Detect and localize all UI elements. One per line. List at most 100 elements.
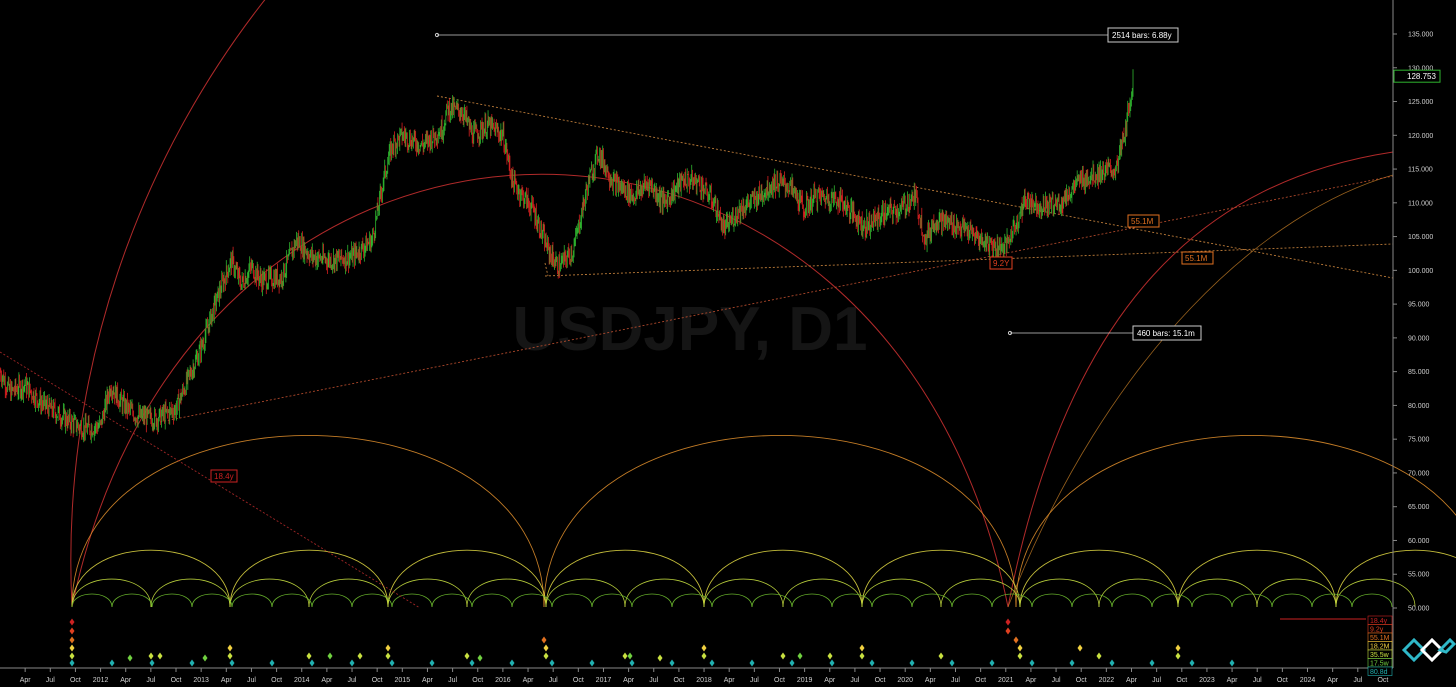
time-tick-label: Jul xyxy=(549,677,558,684)
trendline-long xyxy=(159,175,1394,423)
time-tick-label: Oct xyxy=(774,677,785,684)
cycle-diamond xyxy=(789,659,795,667)
arc-17w xyxy=(991,593,1033,608)
price-tick-label: 50.000 xyxy=(1408,606,1430,613)
cycle-diamond xyxy=(869,659,875,667)
cycle-diamond xyxy=(189,659,195,667)
label-55m-lower: 55.1M xyxy=(1185,254,1208,263)
arc-18y xyxy=(70,0,266,608)
arc-17w xyxy=(631,593,673,608)
arc-18m xyxy=(1335,549,1456,608)
price-tick-label: 65.000 xyxy=(1408,504,1430,511)
cycle-diamond xyxy=(859,652,865,660)
time-tick-label: Oct xyxy=(1076,677,1087,684)
time-tick-label: Apr xyxy=(422,677,434,684)
time-tick-label: Apr xyxy=(1327,677,1339,684)
time-tick-label: Apr xyxy=(724,677,736,684)
arc-35w xyxy=(940,578,1021,608)
time-tick-label: 2023 xyxy=(1199,677,1215,684)
time-tick-label: Jul xyxy=(146,677,155,684)
cycle-diamond xyxy=(157,652,163,660)
time-tick-label: Apr xyxy=(925,677,937,684)
cycle-diamond xyxy=(327,652,333,660)
cycle-diamond xyxy=(701,644,707,652)
cycle-diamond xyxy=(780,652,786,660)
measure-anchor-mid xyxy=(1007,330,1013,336)
cycle-diamond xyxy=(1149,659,1155,667)
cycle-diamond xyxy=(357,652,363,660)
cycle-diamond xyxy=(827,652,833,660)
arc-17w xyxy=(951,593,993,608)
legend-label: 80.8d xyxy=(1370,669,1388,676)
cycle-diamond xyxy=(797,652,803,660)
label-55m-upper: 55.1M xyxy=(1131,217,1154,226)
cycle-diamond xyxy=(589,659,595,667)
time-tick-label: 2018 xyxy=(696,677,712,684)
time-tick-label: Oct xyxy=(171,677,182,684)
cycle-diamond xyxy=(989,659,995,667)
arc-18m xyxy=(861,549,1021,608)
cycle-diamond xyxy=(1013,636,1019,644)
arc-17w xyxy=(1271,593,1313,608)
arc-18m xyxy=(387,549,547,608)
cycle-diamond xyxy=(349,659,355,667)
cycle-diamond xyxy=(69,627,75,635)
price-scale[interactable]: 135.000 130.000 125.000 120.000 115.000 110.0… xyxy=(1393,32,1441,613)
cycle-diamond xyxy=(148,652,154,660)
time-tick-label: Jul xyxy=(850,677,859,684)
time-tick-label: Jul xyxy=(448,677,457,684)
time-tick-label: Jul xyxy=(951,677,960,684)
cycle-diamond xyxy=(1175,644,1181,652)
cycle-diamond xyxy=(227,644,233,652)
time-tick-label: 2012 xyxy=(93,677,109,684)
cycle-diamond xyxy=(859,644,865,652)
price-tick-label: 70.000 xyxy=(1408,470,1430,477)
arc-35w xyxy=(624,578,705,608)
arc-17w xyxy=(1191,593,1233,608)
arc-18m xyxy=(71,549,231,608)
time-tick-label: 2019 xyxy=(797,677,813,684)
price-tick-label: 125.000 xyxy=(1408,99,1433,106)
cycle-diamond xyxy=(1109,659,1115,667)
arc-35w xyxy=(150,578,231,608)
cycle-diamond xyxy=(709,659,715,667)
cycle-diamond xyxy=(127,654,133,662)
arc-35w xyxy=(703,578,784,608)
arc-9y-next xyxy=(1007,151,1394,608)
cycle-diamond xyxy=(202,654,208,662)
cycle-diamond xyxy=(477,654,483,662)
time-axis[interactable]: Apr Jul Oct 2012 Apr Jul Oct 2013 Apr Jul Oct 2014 A… xyxy=(20,668,1389,684)
cycle-diamond xyxy=(669,659,675,667)
arc-18m xyxy=(1177,549,1337,608)
arc-35w xyxy=(71,578,152,608)
time-tick-label: Oct xyxy=(271,677,282,684)
arc-17w xyxy=(1311,593,1353,608)
arc-9y xyxy=(71,173,1009,608)
time-tick-label: Apr xyxy=(20,677,32,684)
arc-17w xyxy=(1231,593,1273,608)
cycle-diamond xyxy=(541,636,547,644)
arc-17w xyxy=(911,593,953,608)
arc-18m xyxy=(545,549,705,608)
cycle-diamond xyxy=(909,659,915,667)
time-tick-label: Jul xyxy=(1253,677,1262,684)
cycle-diamond xyxy=(701,652,707,660)
time-tick-label: Jul xyxy=(348,677,357,684)
time-tick-label: Oct xyxy=(673,677,684,684)
time-tick-label: Apr xyxy=(824,677,836,684)
time-tick-label: Jul xyxy=(1052,677,1061,684)
cycle-diamond xyxy=(657,654,663,662)
arc-17w xyxy=(1031,593,1073,608)
arc-17w xyxy=(471,593,513,608)
cycle-diamond xyxy=(1017,644,1023,652)
time-tick-label: Apr xyxy=(523,677,535,684)
cycle-diamond xyxy=(749,659,755,667)
arc-17w xyxy=(591,593,633,608)
time-tick-label: Jul xyxy=(649,677,658,684)
time-tick-label: Jul xyxy=(1353,677,1362,684)
cycle-diamond xyxy=(385,652,391,660)
time-tick-label: Apr xyxy=(1126,677,1138,684)
legend-label: 9.2y xyxy=(1370,627,1384,634)
price-tick-label: 130.000 xyxy=(1408,65,1433,72)
